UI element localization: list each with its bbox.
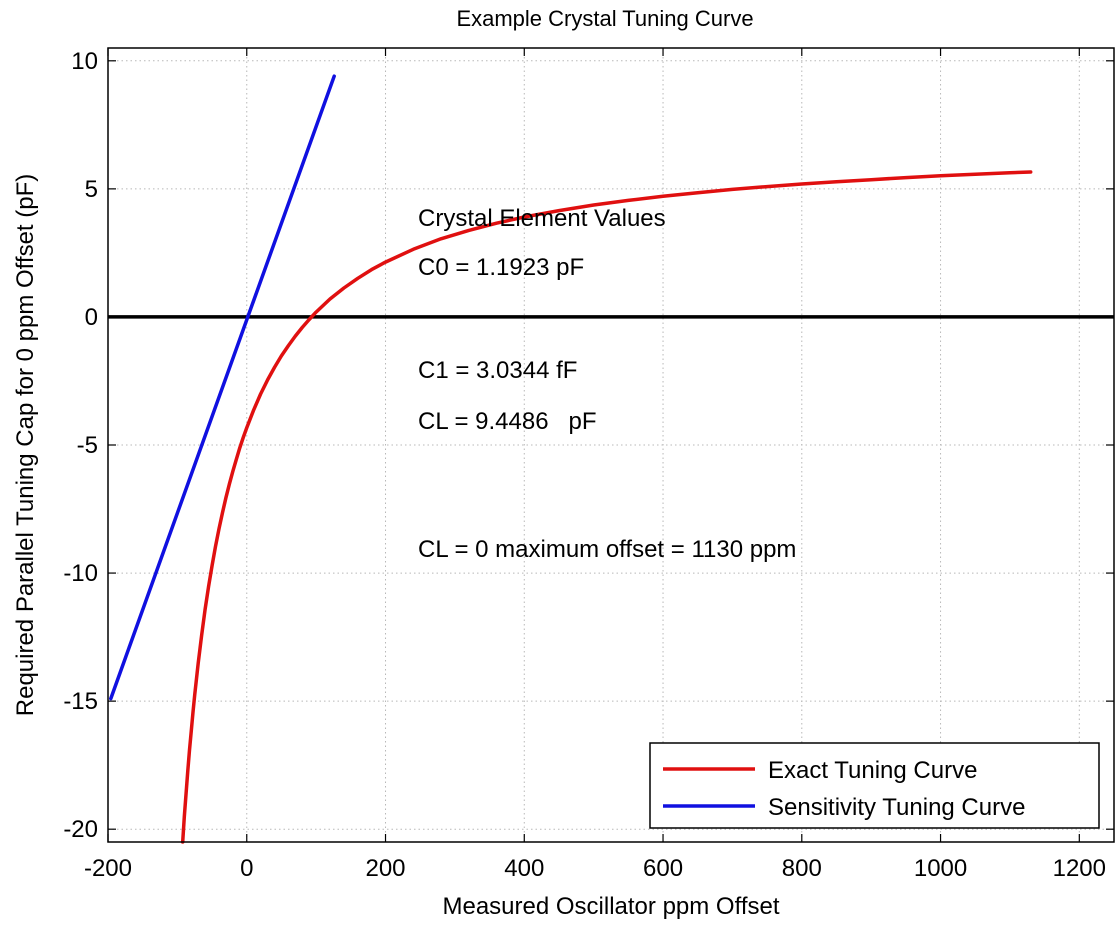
x-tick-label: 0 — [240, 855, 253, 882]
legend-label-sensitivity: Sensitivity Tuning Curve — [768, 794, 1025, 821]
x-tick-label: 1000 — [914, 855, 967, 882]
x-tick-label: 1200 — [1053, 855, 1106, 882]
y-tick-label: 5 — [85, 176, 98, 203]
y-tick-label: 10 — [71, 48, 98, 75]
annotation-max-offset: CL = 0 maximum offset = 1130 ppm — [418, 536, 796, 563]
y-axis-label: Required Parallel Tuning Cap for 0 ppm O… — [12, 174, 39, 716]
series-layer — [109, 74, 1033, 844]
y-tick-label: -15 — [63, 688, 98, 715]
annotation-cl: CL = 9.4486 pF — [418, 408, 597, 435]
x-axis-label: Measured Oscillator ppm Offset — [442, 893, 779, 920]
x-tick-label: -200 — [84, 855, 132, 882]
sensitivity-tuning-curve-line — [109, 74, 336, 701]
x-tick-label: 200 — [365, 855, 405, 882]
x-tick-label: 600 — [643, 855, 683, 882]
y-tick-label: -20 — [63, 816, 98, 843]
annotation-c0: C0 = 1.1923 pF — [418, 254, 584, 281]
x-tick-label: 400 — [504, 855, 544, 882]
legend-label-exact: Exact Tuning Curve — [768, 757, 977, 784]
legend-box — [649, 742, 1100, 829]
y-tick-label: 0 — [85, 304, 98, 331]
y-tick-label: -5 — [77, 432, 98, 459]
annotation-c1: C1 = 3.0344 fF — [418, 357, 577, 384]
y-tick-label: -10 — [63, 560, 98, 587]
exact-tuning-curve-line — [180, 170, 1033, 844]
annotation-header: Crystal Element Values — [418, 205, 666, 232]
axis-ticks: -200 0 200 400 600 800 1000 1200 -20 -15 -10 -5 0 5 10 — [63, 48, 1114, 882]
legend: Exact Tuning Curve Sensitivity Tuning Cu… — [649, 742, 1100, 829]
x-tick-label: 800 — [782, 855, 822, 882]
chart-title: Example Crystal Tuning Curve — [456, 6, 753, 31]
